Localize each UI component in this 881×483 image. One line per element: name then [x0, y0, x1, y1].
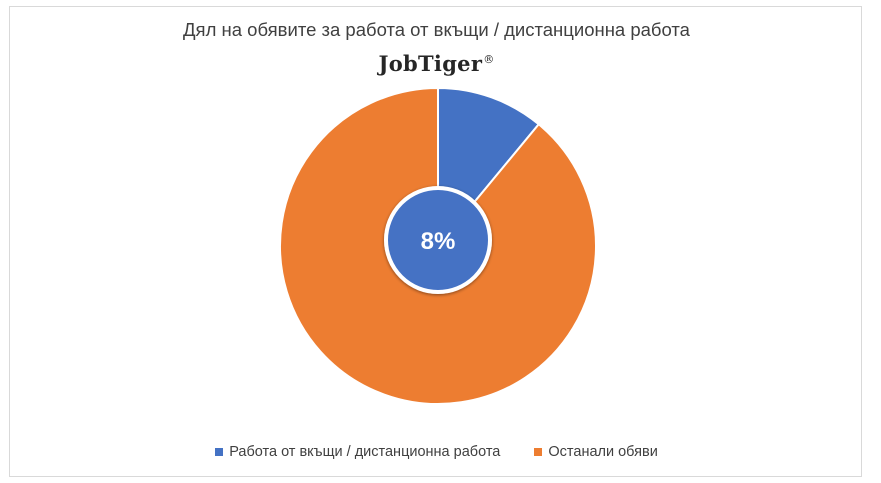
logo-text: JobTiger: [378, 51, 483, 76]
legend-item-1: Работа от вкъщи / дистанционна работа: [215, 444, 500, 460]
center-badge: [384, 186, 492, 294]
chart-title: Дял на обявите за работа от вкъщи / дист…: [183, 19, 690, 40]
center-label: 8%: [421, 228, 456, 255]
registered-mark: ®: [483, 53, 495, 66]
jobtiger-logo: JobTiger®: [10, 51, 863, 76]
legend-item-2: Останали обяви: [534, 444, 658, 460]
chart-area: Дял на обявите за работа от вкъщи / дист…: [9, 6, 862, 477]
legend-label: Работа от вкъщи / дистанционна работа: [229, 444, 501, 460]
pie-chart: 8%: [279, 86, 597, 405]
legend-label: Останали обяви: [548, 444, 658, 460]
legend-swatch: [215, 448, 224, 456]
legend-swatch: [534, 448, 543, 456]
chart-legend: Работа от вкъщи / дистанционна работа Ост…: [10, 444, 863, 460]
